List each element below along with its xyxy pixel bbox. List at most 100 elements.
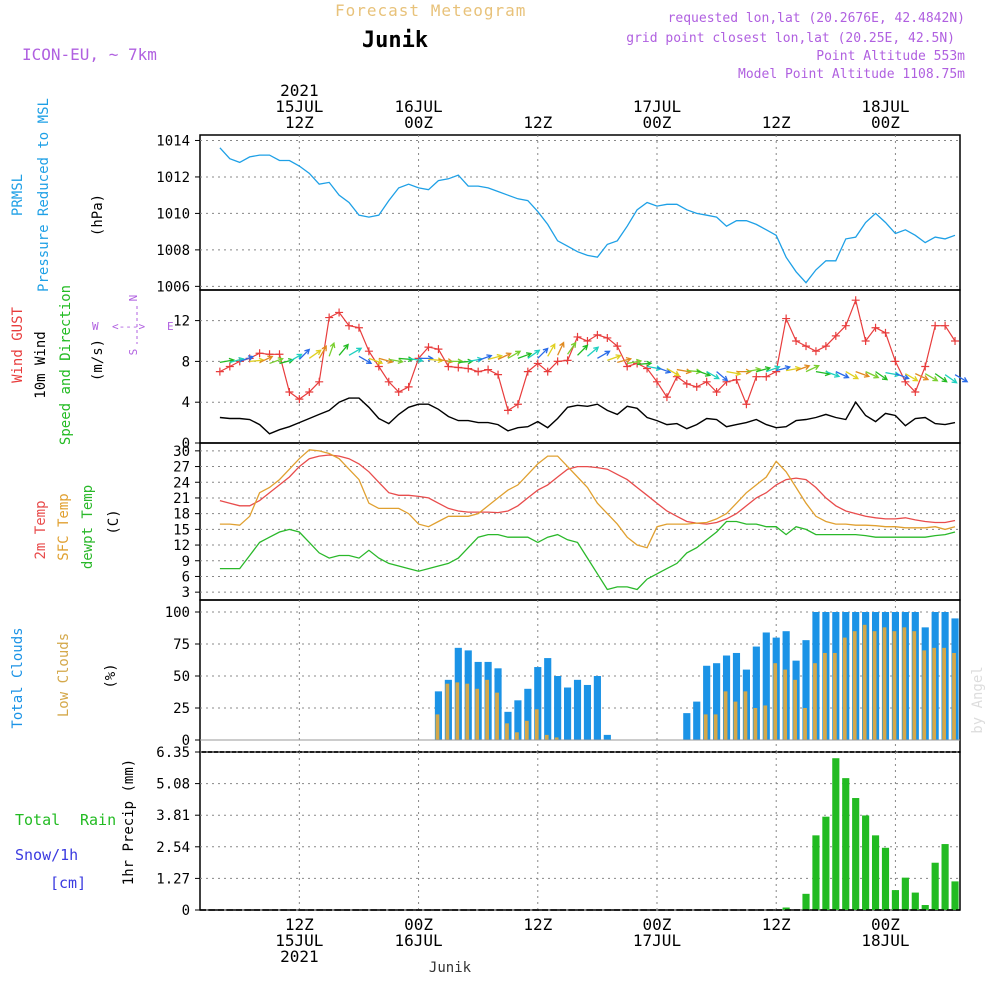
wind-gust-marker bbox=[851, 296, 860, 305]
temperature-tick-label: 6 bbox=[182, 569, 190, 585]
compass-e: E bbox=[167, 320, 174, 333]
wind-gust-marker bbox=[513, 400, 522, 409]
wind-gust-marker bbox=[255, 349, 264, 358]
wind-direction-arrow bbox=[487, 353, 503, 360]
low-clouds-bar bbox=[723, 691, 728, 740]
wind-direction-arrow bbox=[338, 343, 349, 356]
wind-10m-line bbox=[219, 397, 956, 435]
low-clouds-bar bbox=[733, 701, 738, 740]
total-clouds-bar bbox=[693, 701, 701, 740]
bottom-time-label: 18JUL bbox=[861, 931, 909, 950]
rain-bar bbox=[802, 893, 810, 910]
temp-2m-label: 2m Temp bbox=[33, 500, 49, 559]
low-clouds-bar bbox=[703, 714, 708, 740]
wind-direction-arrow bbox=[944, 374, 958, 384]
wind-direction-arrow bbox=[706, 371, 720, 380]
wind-gust-marker bbox=[563, 356, 572, 365]
wind-gust-marker bbox=[841, 321, 850, 330]
precipitation-tick-label: 2.54 bbox=[156, 840, 190, 856]
low-clouds-bar bbox=[713, 714, 718, 740]
low-clouds-bar bbox=[952, 652, 956, 740]
wind-gust-marker bbox=[881, 328, 890, 337]
wind-gust-marker bbox=[215, 367, 224, 376]
low-clouds-bar bbox=[505, 723, 509, 740]
wind-gust-label: Wind GUST bbox=[10, 307, 26, 383]
total-clouds-bar bbox=[762, 632, 770, 740]
total-clouds-bar bbox=[554, 676, 562, 740]
rain-bar bbox=[891, 890, 900, 910]
wind-gust-marker bbox=[295, 395, 304, 404]
precip-rain-label: Rain bbox=[80, 811, 116, 829]
pressure-line bbox=[219, 147, 956, 284]
total-clouds-bar bbox=[683, 713, 691, 740]
wind-tick-label: 0 bbox=[182, 436, 190, 452]
wind-gust-marker bbox=[484, 365, 493, 374]
compass-s: S bbox=[127, 349, 140, 356]
pressure-unit: (hPa) bbox=[90, 194, 106, 236]
rain-bar bbox=[871, 835, 880, 910]
wind-gust-marker bbox=[533, 359, 542, 368]
rain-bar bbox=[921, 905, 929, 910]
wind-gust-marker bbox=[742, 400, 751, 409]
rain-bar bbox=[931, 862, 939, 910]
pressure-panel-frame bbox=[199, 134, 961, 291]
bottom-time-label: 12Z bbox=[762, 915, 791, 934]
clouds-tick-label: 0 bbox=[182, 733, 190, 749]
wind-gust-marker bbox=[404, 382, 413, 391]
wind-gust-marker bbox=[951, 337, 960, 345]
total-clouds-bar bbox=[544, 658, 552, 740]
wind-tick-label: 12 bbox=[173, 314, 190, 330]
total-clouds-bar bbox=[524, 688, 532, 740]
temperature-tick-label: 21 bbox=[173, 491, 190, 507]
wind-direction-arrow bbox=[318, 345, 327, 359]
wind-gust-marker bbox=[275, 350, 284, 359]
wind-direction-arrow bbox=[855, 370, 871, 378]
wind-direction-arrow bbox=[577, 344, 589, 356]
wind-gust-marker bbox=[702, 377, 711, 386]
low-clouds-bar bbox=[455, 682, 460, 740]
wind-direction-arrow bbox=[547, 343, 556, 357]
rain-bar bbox=[941, 844, 949, 910]
pressure-label-prmsl: PRMSL bbox=[10, 174, 26, 216]
wind-direction-arrow bbox=[448, 358, 464, 365]
wind-direction-arrow bbox=[557, 341, 565, 356]
pressure-tick-label: 1014 bbox=[156, 133, 190, 149]
precipitation-tick-label: 5.08 bbox=[156, 777, 190, 793]
top-time-label: 2021 bbox=[280, 81, 319, 100]
precipitation-tick-label: 6.35 bbox=[156, 745, 190, 761]
wind-direction-arrow bbox=[795, 364, 811, 372]
total-clouds-bar bbox=[514, 700, 522, 740]
temperature-tick-label: 9 bbox=[182, 554, 190, 570]
temp-2m-line bbox=[219, 454, 956, 525]
pressure-tick-label: 1010 bbox=[156, 206, 190, 222]
wind-gust-marker bbox=[454, 363, 463, 372]
clouds-tick-label: 50 bbox=[173, 669, 190, 685]
low-clouds-bar bbox=[524, 720, 529, 740]
bottom-time-label: 12Z bbox=[523, 915, 552, 934]
low-clouds-bar bbox=[435, 714, 440, 740]
rain-bar bbox=[901, 877, 909, 910]
wind-gust-marker bbox=[335, 308, 344, 317]
precip-snow-label: Snow/1h bbox=[15, 846, 78, 864]
wind-direction-arrow bbox=[776, 365, 792, 372]
dewpt-label: dewpt Temp bbox=[80, 485, 96, 569]
wind-direction-arrow bbox=[308, 349, 322, 359]
wind-direction-arrow bbox=[716, 371, 729, 382]
top-time-label: 15JUL bbox=[275, 97, 323, 116]
wind-gust-marker bbox=[553, 357, 562, 366]
wind-direction-arrow bbox=[845, 371, 860, 380]
clouds-tick-label: 25 bbox=[173, 701, 190, 717]
wind-direction-arrow bbox=[567, 341, 577, 355]
wind-direction-arrow bbox=[298, 348, 311, 360]
clouds-tick-label: 100 bbox=[165, 605, 190, 621]
bottom-time-label: 00Z bbox=[643, 915, 672, 934]
bottom-time-label: 17JUL bbox=[633, 931, 681, 950]
wind-direction-arrow bbox=[924, 373, 939, 382]
wind-gust-marker bbox=[891, 357, 900, 366]
low-clouds-bar bbox=[902, 627, 907, 740]
total-clouds-bar bbox=[583, 684, 592, 740]
wind-gust-marker bbox=[225, 362, 234, 371]
total-clouds-bar bbox=[802, 640, 810, 740]
wind-gust-marker bbox=[434, 345, 443, 354]
wind-gust-marker bbox=[345, 321, 354, 330]
